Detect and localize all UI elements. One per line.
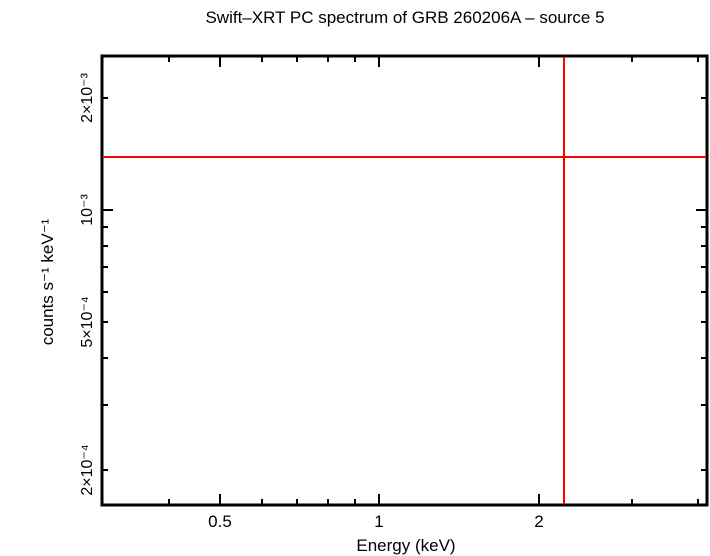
x-ticks-top <box>168 56 699 67</box>
ytick-label-2e-4: 2×10⁻⁴ <box>79 444 96 495</box>
x-axis-label: Energy (keV) <box>356 536 455 555</box>
ytick-label-1e-3: 10⁻³ <box>79 194 96 226</box>
x-ticks-bottom <box>168 494 699 505</box>
y-axis-label: counts s⁻¹ keV⁻¹ <box>38 218 57 345</box>
ytick-label-5e-4: 5×10⁻⁴ <box>79 296 96 347</box>
y-ticks-left <box>102 97 113 471</box>
ytick-label-2e-3: 2×10⁻³ <box>79 72 96 122</box>
plot-frame <box>100 54 709 507</box>
y-ticks-right <box>696 97 707 471</box>
xtick-label-2: 2 <box>534 512 543 531</box>
xtick-label-1: 1 <box>374 512 383 531</box>
xtick-label-0.5: 0.5 <box>208 512 232 531</box>
chart-title: Swift–XRT PC spectrum of GRB 260206A – s… <box>205 8 605 27</box>
